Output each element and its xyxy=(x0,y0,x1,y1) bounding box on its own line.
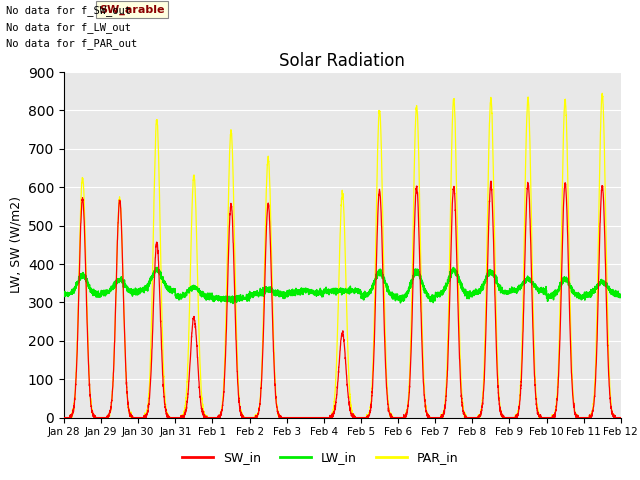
PAR_in xyxy=(616,415,624,420)
Legend: SW_in, LW_in, PAR_in: SW_in, LW_in, PAR_in xyxy=(177,446,463,469)
PAR_in xyxy=(160,380,168,385)
LW_in xyxy=(468,293,476,299)
PAR_in xyxy=(499,413,506,419)
Text: No data for f_LW_out: No data for f_LW_out xyxy=(6,22,131,33)
SW_in xyxy=(160,394,168,400)
SW_in xyxy=(436,415,444,420)
Text: No data for f_SW_out: No data for f_SW_out xyxy=(6,5,131,16)
SW_in xyxy=(499,414,507,420)
SW_in xyxy=(60,415,68,420)
SW_in xyxy=(617,415,625,420)
SW_in xyxy=(322,415,330,420)
Line: PAR_in: PAR_in xyxy=(64,93,621,418)
Y-axis label: LW, SW (W/m2): LW, SW (W/m2) xyxy=(10,196,22,293)
SW_in xyxy=(616,415,624,420)
LW_in xyxy=(153,264,161,270)
PAR_in xyxy=(60,415,68,420)
LW_in xyxy=(499,289,507,295)
SW_in xyxy=(487,178,495,184)
LW_in xyxy=(60,293,68,299)
LW_in xyxy=(617,295,625,300)
SW_in xyxy=(467,415,475,420)
PAR_in xyxy=(467,415,475,420)
LW_in xyxy=(616,293,624,299)
LW_in xyxy=(322,288,330,293)
Line: LW_in: LW_in xyxy=(64,267,621,303)
LW_in xyxy=(436,291,444,297)
PAR_in xyxy=(598,90,606,96)
PAR_in xyxy=(322,415,330,420)
Line: SW_in: SW_in xyxy=(64,181,621,418)
Text: No data for f_PAR_out: No data for f_PAR_out xyxy=(6,38,138,49)
PAR_in xyxy=(436,415,444,420)
LW_in xyxy=(161,281,168,287)
LW_in xyxy=(229,300,237,306)
PAR_in xyxy=(617,415,625,420)
Title: Solar Radiation: Solar Radiation xyxy=(280,52,405,71)
Text: SW_arable: SW_arable xyxy=(99,5,164,15)
